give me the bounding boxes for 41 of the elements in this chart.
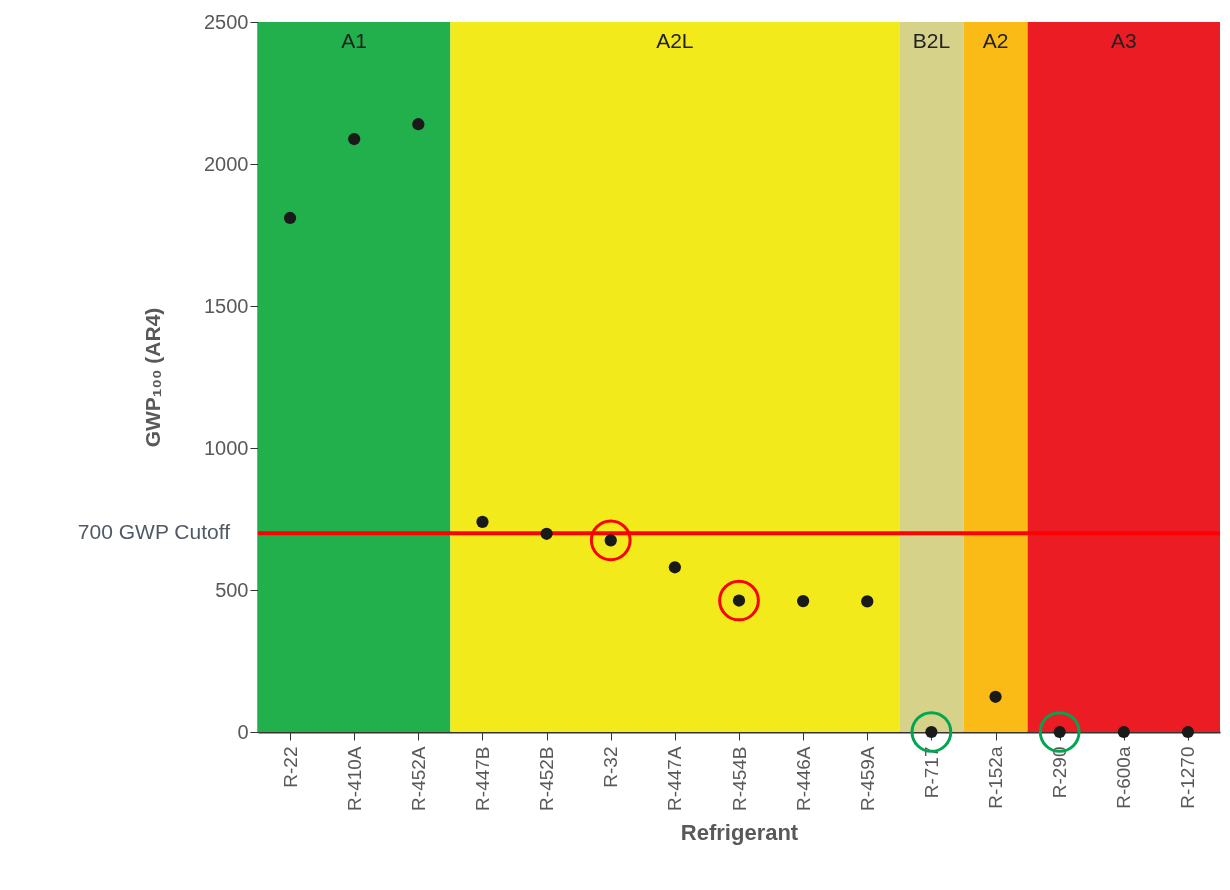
point — [412, 118, 425, 131]
point — [718, 579, 760, 622]
x-axis-title: Refrigerant — [680, 819, 799, 845]
x-tick-label: R-454B — [728, 746, 750, 811]
y-tick-label: 1500 — [204, 294, 249, 317]
point — [1181, 725, 1195, 739]
x-tick-label: R-22 — [279, 746, 301, 788]
x-tick-label: R-152a — [985, 746, 1007, 809]
x-tick-label: R-600a — [1113, 746, 1135, 809]
x-tick-label: R-446A — [792, 746, 814, 811]
point — [668, 561, 681, 574]
x-tick-label: R-290 — [1049, 746, 1071, 799]
band-label: A2L — [656, 29, 694, 52]
x-tick-label: R-32 — [600, 746, 622, 788]
point — [797, 594, 810, 608]
point — [540, 527, 553, 540]
x-tick-label: R-1270 — [1177, 746, 1199, 809]
band-label: B2L — [912, 29, 951, 52]
point — [861, 595, 874, 608]
x-tick-label: R-447B — [471, 746, 493, 811]
x-tick-label: R-452B — [536, 746, 558, 811]
y-tick-label: 1000 — [204, 436, 249, 459]
point — [283, 211, 297, 225]
point — [1117, 725, 1130, 739]
band-label: A3 — [1110, 29, 1137, 52]
point — [348, 132, 361, 146]
point — [589, 519, 632, 562]
x-tick-label: R-447A — [664, 746, 686, 811]
band-label: A2 — [982, 29, 1009, 52]
x-tick-label: R-459A — [856, 746, 878, 811]
x-tick-label: R-452A — [407, 746, 429, 811]
y-tick-label: 0 — [237, 720, 249, 743]
point — [476, 515, 489, 528]
y-axis-title: GWP₁₀₀ (AR4) — [141, 307, 165, 448]
band-label: A1 — [341, 29, 368, 52]
y-tick-label: 500 — [215, 578, 249, 601]
point — [989, 690, 1002, 703]
x-tick-label: R-410A — [343, 746, 365, 811]
y-tick-label: 2000 — [204, 152, 249, 175]
y-tick-label: 2500 — [204, 10, 249, 33]
ref-line-label: 700 GWP Cutoff — [77, 520, 231, 544]
